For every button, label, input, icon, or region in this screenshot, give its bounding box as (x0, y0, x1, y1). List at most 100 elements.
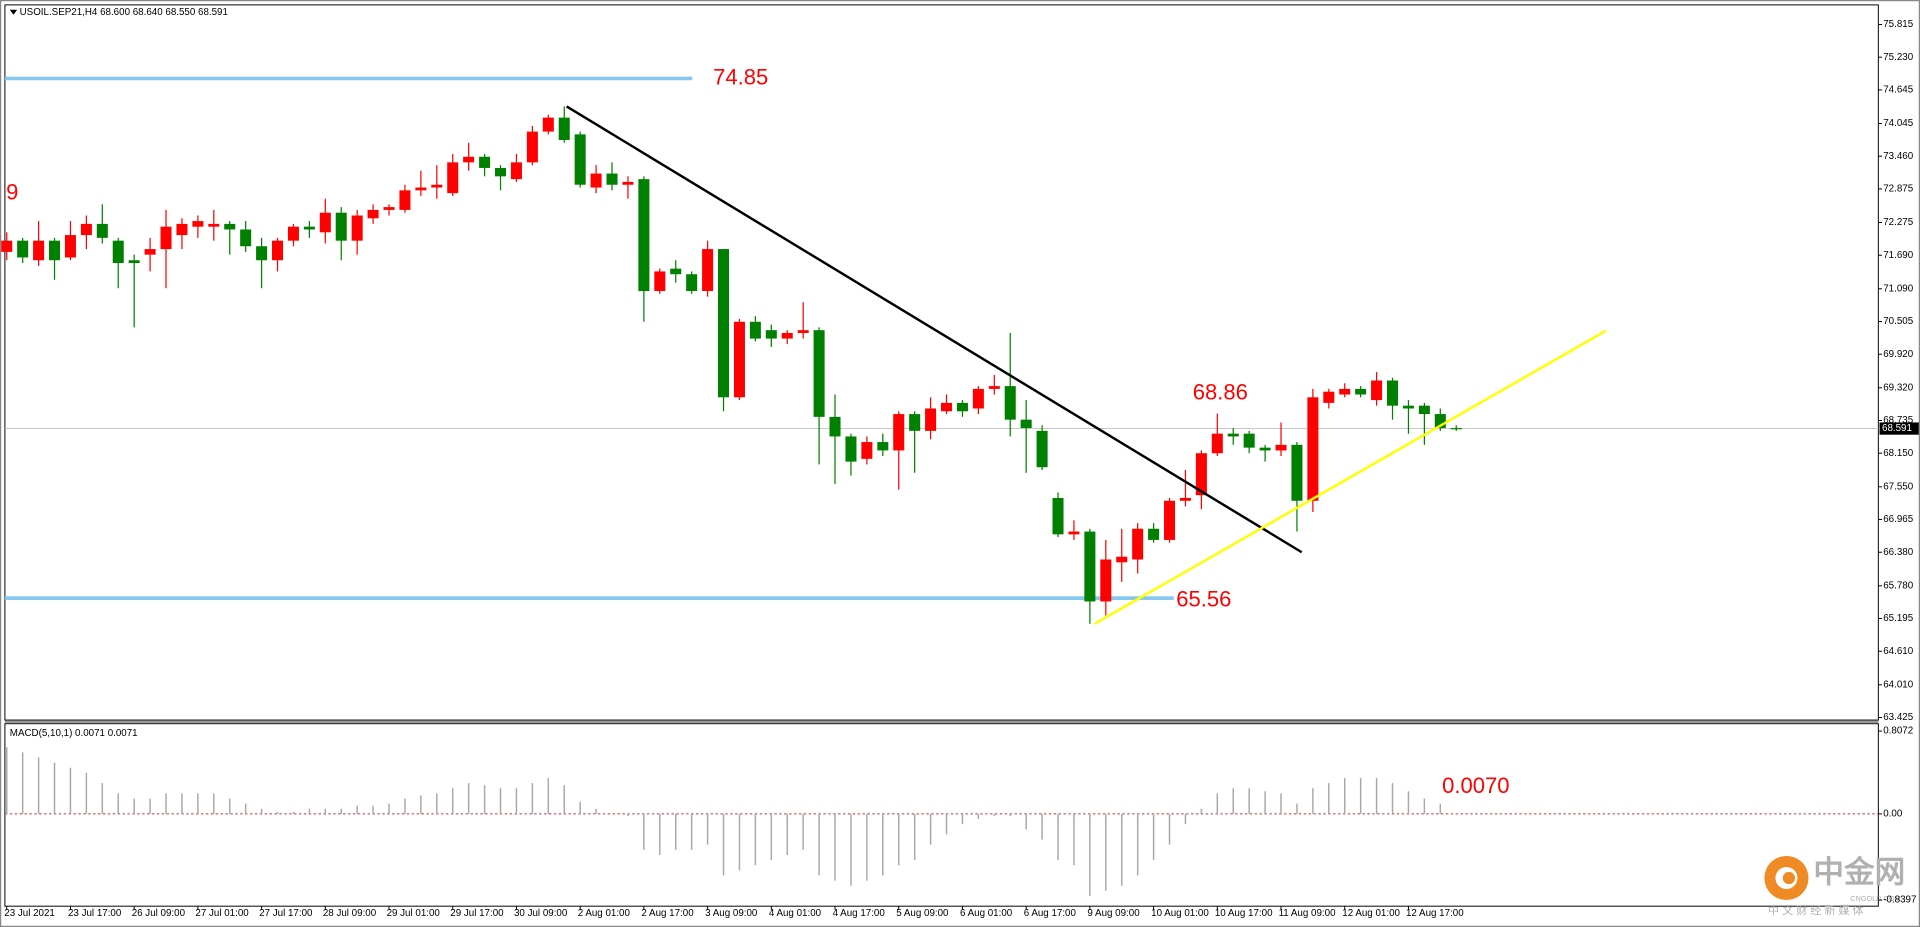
y-tick-label: 64.010 (1883, 679, 1913, 690)
candle-body (335, 212, 347, 241)
candle-body (877, 442, 889, 451)
macd-panel (4, 723, 1879, 907)
candle-body (861, 442, 873, 459)
candle-body (1052, 497, 1064, 535)
candle-body (972, 388, 984, 409)
candle-body (495, 167, 507, 177)
candle-body (1132, 528, 1144, 560)
symbol-header: USOIL.SEP21,H4 68.600 68.640 68.550 68.5… (20, 7, 228, 18)
x-tick-label: 3 Aug 09:00 (705, 908, 758, 919)
candle-body (1387, 380, 1399, 406)
candle-body (1116, 556, 1128, 563)
candle-body (558, 117, 570, 140)
candle-body (893, 414, 905, 451)
candle-body (638, 179, 650, 292)
candle-body (479, 156, 491, 168)
candle-body (176, 223, 188, 236)
y-tick-label: 67.550 (1883, 481, 1913, 492)
candle-body (33, 240, 45, 261)
x-tick-label: 2 Aug 17:00 (641, 908, 694, 919)
candle-body (1195, 453, 1207, 496)
candle-body (1227, 433, 1239, 437)
candle-body (988, 386, 1000, 389)
x-tick-label: 26 Jul 09:00 (132, 908, 186, 919)
candle-body (1148, 528, 1160, 540)
y-tick-label: 66.380 (1883, 547, 1913, 558)
y-tick-label: 71.690 (1883, 250, 1913, 261)
candle-body (160, 226, 172, 250)
y-tick-label: 75.815 (1883, 19, 1913, 30)
candle-body (399, 190, 411, 210)
candle-body (351, 215, 363, 241)
x-tick-label: 27 Jul 01:00 (195, 908, 249, 919)
candle-body (1450, 428, 1462, 430)
x-tick-label: 9 Aug 09:00 (1087, 908, 1140, 919)
x-tick-label: 28 Jul 09:00 (323, 908, 377, 919)
x-tick-label: 4 Aug 17:00 (833, 908, 886, 919)
candle-body (1371, 380, 1383, 401)
candle-body (64, 235, 76, 258)
candle-body (303, 226, 315, 230)
y-tick-label: 65.195 (1883, 613, 1913, 624)
candle-body (1402, 405, 1414, 409)
x-tick-label: 4 Aug 01:00 (769, 908, 822, 919)
y-tick-label: 0.8072 (1883, 726, 1913, 737)
candle-body (510, 162, 522, 180)
candle-body (1, 240, 13, 252)
candle-body (224, 223, 236, 230)
x-tick-label: 10 Aug 17:00 (1215, 908, 1273, 919)
price-panel (4, 4, 1879, 721)
y-tick-label: 72.875 (1883, 184, 1913, 195)
candle-body (925, 408, 937, 431)
candle-body (144, 249, 156, 255)
candle-body (1307, 397, 1319, 501)
candle-body (1418, 405, 1430, 415)
y-tick-label: 72.275 (1883, 217, 1913, 228)
watermark-title: 中金网 (1813, 854, 1905, 889)
candle-body (765, 330, 777, 339)
candle-body (702, 249, 714, 292)
candle-body (1259, 447, 1271, 451)
y-tick-label: 74.045 (1883, 118, 1913, 129)
candle-body (240, 229, 252, 247)
menu-icon (9, 9, 18, 15)
candle-body (272, 240, 284, 261)
y-tick-label: 68.150 (1883, 448, 1913, 459)
candle-body (1068, 531, 1080, 535)
candle-body (17, 240, 29, 258)
y-tick-label: 73.460 (1883, 151, 1913, 162)
x-tick-label: 12 Aug 17:00 (1406, 908, 1464, 919)
candle-body (1434, 414, 1446, 429)
x-tick-label: 29 Jul 01:00 (387, 908, 441, 919)
x-tick-label: 29 Jul 17:00 (450, 908, 504, 919)
price-annotation: 68.86 (1193, 380, 1248, 405)
x-tick-label: 12 Aug 01:00 (1342, 908, 1400, 919)
x-tick-label: 5 Aug 09:00 (896, 908, 949, 919)
candle-body (909, 414, 921, 431)
macd-header: MACD(5,10,1) 0.0071 0.0071 (10, 728, 138, 739)
candle-body (1211, 433, 1223, 454)
logo-core (1782, 871, 1796, 885)
y-tick-label: 75.230 (1883, 52, 1913, 63)
candle-body (96, 223, 108, 238)
y-tick-label: 64.610 (1883, 646, 1913, 657)
y-tick-label: 69.320 (1883, 382, 1913, 393)
level-label: 65.56 (1176, 586, 1231, 611)
candle-body (1323, 391, 1335, 403)
watermark: 中金网 CNGOLD.COM 中 文 财 经 新 媒 体 (1764, 854, 1905, 917)
candle-body (415, 187, 427, 191)
y-tick-label: 0.00 (1883, 808, 1903, 819)
candle-body (574, 134, 586, 185)
candle-body (1100, 559, 1112, 602)
candle-body (112, 240, 124, 264)
candle-body (1275, 444, 1287, 451)
x-tick-label: 23 Jul 2021 (4, 908, 55, 919)
y-tick-label: 69.920 (1883, 349, 1913, 360)
candle-body (956, 402, 968, 412)
candle-body (319, 212, 331, 233)
current-price-label: 68.591 (1882, 423, 1912, 434)
candle-body (845, 436, 857, 462)
candle-body (1339, 388, 1351, 395)
